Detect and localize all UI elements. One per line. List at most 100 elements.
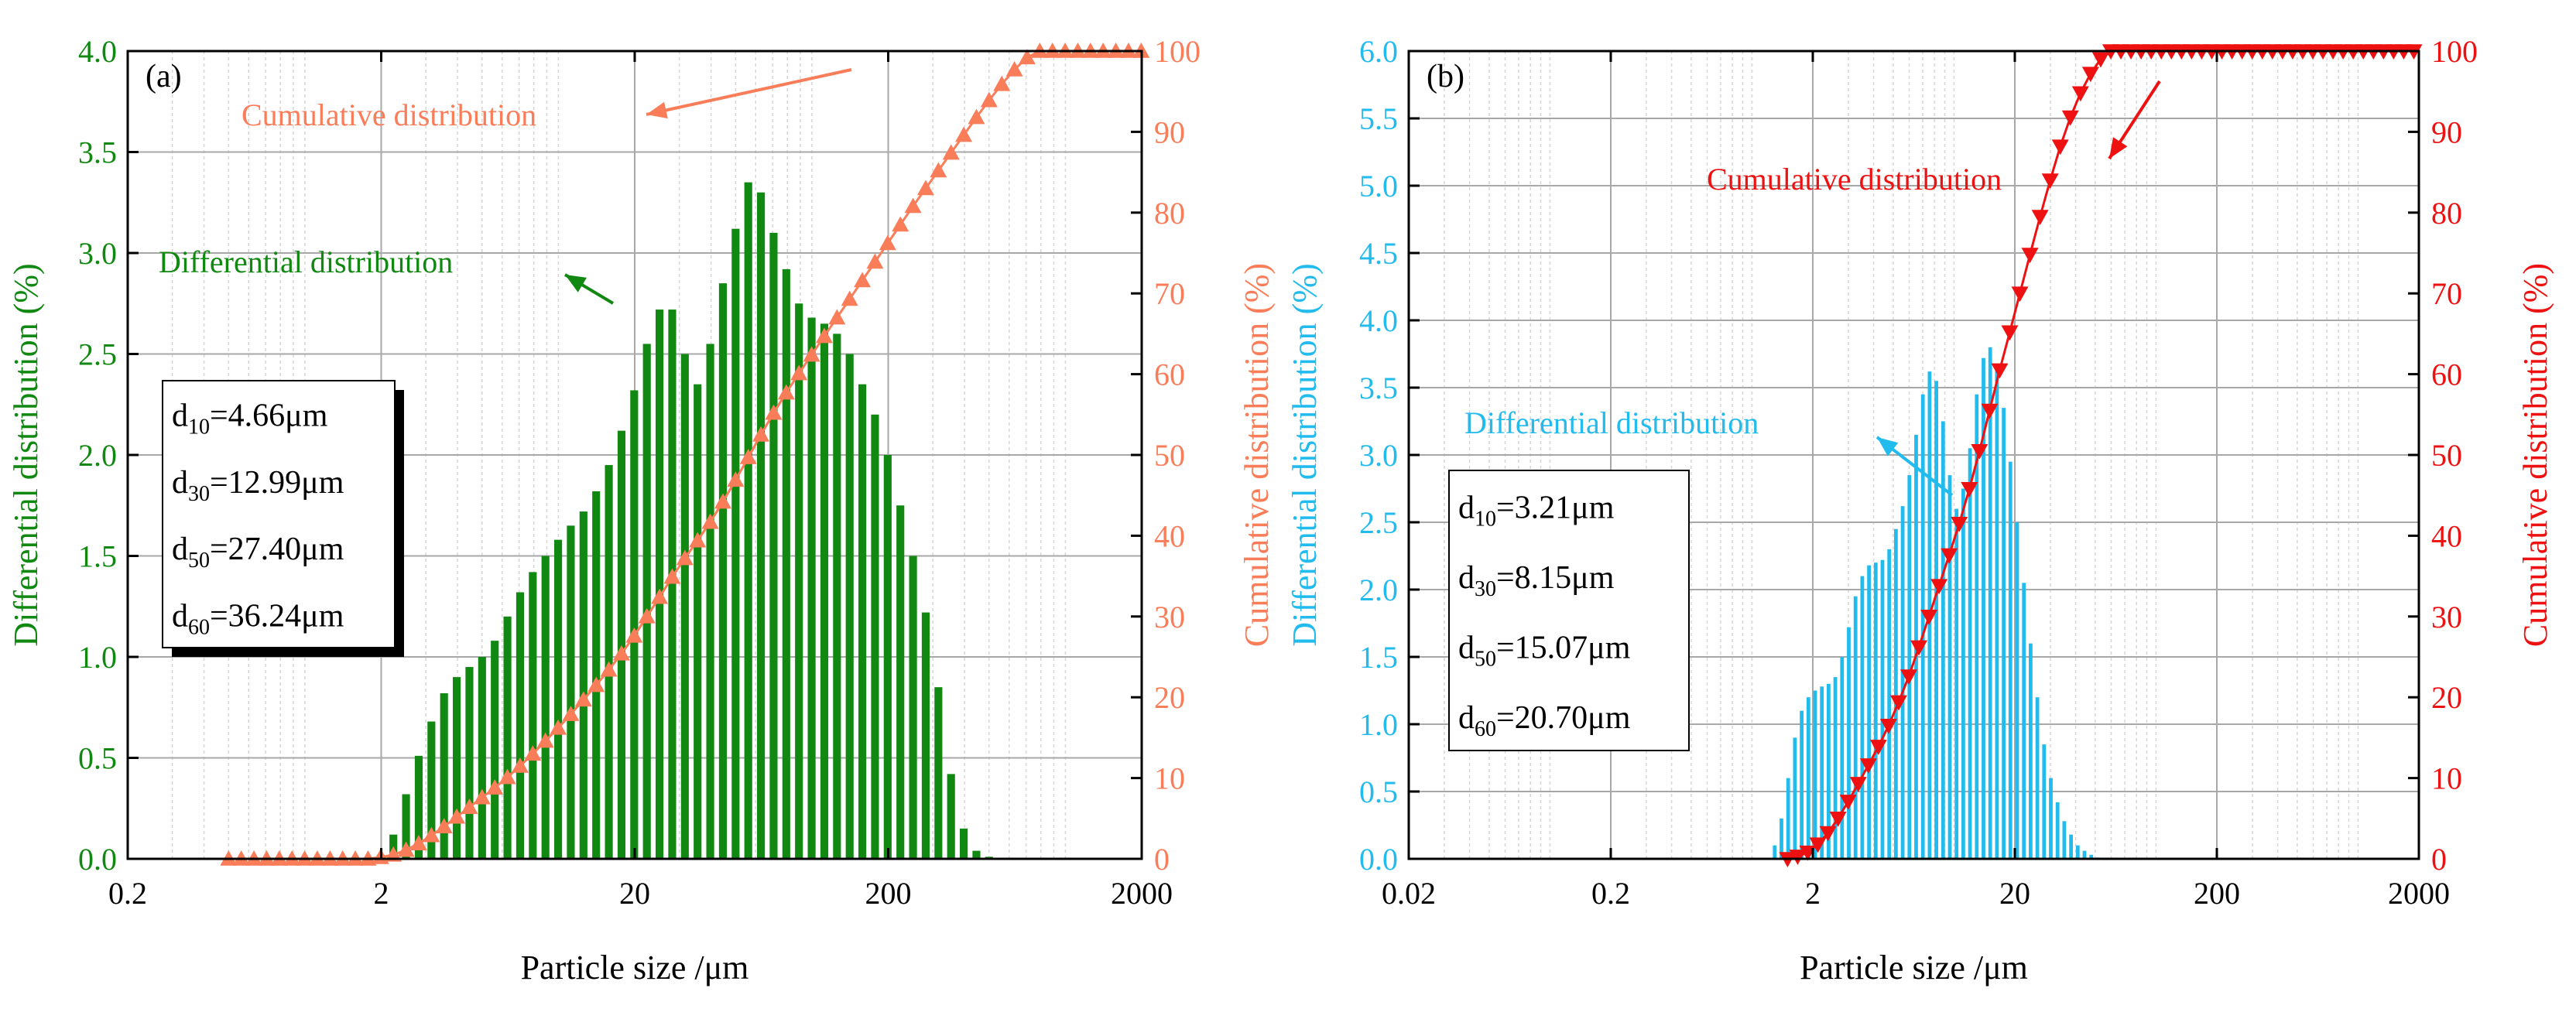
a-differential-bar <box>478 657 486 859</box>
a-cumulative-marker <box>409 835 427 850</box>
a-cumulative-marker <box>1018 49 1036 65</box>
b-differential-bar <box>2082 850 2087 859</box>
a-differential-bar <box>731 228 740 859</box>
b-right-y-tick-label: 50 <box>2431 438 2462 473</box>
b-stats-line: d30=8.15μm <box>1458 560 1615 601</box>
a-cumulative-marker <box>550 719 567 735</box>
a-left-y-tick-label: 3.5 <box>78 135 117 170</box>
a-right-y-tick-label: 70 <box>1154 276 1185 311</box>
b-differential-bar <box>2062 821 2067 859</box>
a-differential-bar <box>592 491 601 859</box>
b-differential-bar <box>1894 528 1898 859</box>
b-differential-bar <box>1847 627 1851 859</box>
a-cumulative-marker <box>803 346 820 362</box>
a-differential-bar <box>465 667 474 859</box>
b-right-y-tick-label: 10 <box>2431 761 2462 796</box>
a-differential-bar <box>414 755 423 859</box>
a-stats-line: d10=4.66μm <box>172 398 328 439</box>
a-right-y-tick-label: 40 <box>1154 518 1185 553</box>
panel-a-differential-annotation-text: Differential distribution <box>159 244 453 279</box>
panel-a-cumulative-annotation-text: Cumulative distribution <box>242 97 536 132</box>
a-cumulative-marker <box>904 197 922 214</box>
b-differential-bar <box>1820 686 1824 859</box>
panel-a-left-axis-title: Differential distribution (%) <box>7 263 45 646</box>
b-differential-bar <box>2069 834 2073 859</box>
panel-b-label: (b) <box>1427 59 1464 94</box>
a-cumulative-marker <box>916 180 934 196</box>
b-right-y-tick-label: 100 <box>2431 34 2478 69</box>
b-cumulative-marker <box>1789 850 1807 865</box>
b-left-y-tick-label: 0.0 <box>1359 842 1398 877</box>
b-differential-bar <box>2008 461 2012 859</box>
b-cumulative-marker <box>1961 482 1978 498</box>
b-cumulative-marker <box>1930 579 1948 595</box>
b-cumulative-marker <box>1899 669 1917 686</box>
b-differential-bar <box>2035 697 2040 859</box>
panel-b-chart: 0.02 0.2 2 20 200 20000.00.51.01.52.02.53.03.… <box>1286 34 2554 987</box>
b-annotation-arrowhead <box>1877 437 1899 456</box>
a-cumulative-marker <box>397 841 415 857</box>
b-differential-bar <box>1793 737 1797 859</box>
a-cumulative-marker <box>815 327 833 344</box>
b-cumulative-marker <box>1910 640 1928 656</box>
b-differential-bar <box>1880 559 1885 859</box>
b-x-tick-label: 20 <box>1999 876 2030 911</box>
a-cumulative-marker <box>866 253 884 269</box>
a-differential-bar <box>972 850 981 859</box>
b-differential-bar <box>1947 475 1952 859</box>
b-cumulative-marker <box>2011 286 2029 303</box>
a-differential-bar <box>516 592 525 859</box>
a-cumulative-marker <box>435 818 453 834</box>
b-stats-line: d60=20.70μm <box>1458 700 1631 741</box>
a-cumulative-marker <box>777 384 795 400</box>
panel-b-x-axis-title: Particle size /μm <box>1800 949 2028 987</box>
b-differential-bar <box>1833 677 1838 859</box>
b-cumulative-marker <box>2031 210 2049 226</box>
b-right-y-tick-label: 80 <box>2431 196 2462 231</box>
a-differential-bar <box>402 794 410 859</box>
b-annotation-arrowhead <box>2109 137 2128 159</box>
a-annotation-arrowhead <box>646 101 668 119</box>
a-right-y-tick-label: 0 <box>1154 842 1170 877</box>
a-differential-bar <box>427 721 436 859</box>
b-differential-bar <box>2049 778 2053 859</box>
a-differential-bar <box>680 354 689 859</box>
b-right-y-tick-label: 90 <box>2431 115 2462 149</box>
b-differential-bar <box>1954 508 1959 859</box>
a-cumulative-marker <box>930 162 947 178</box>
b-left-y-tick-label: 0.5 <box>1359 775 1398 809</box>
b-left-y-tick-label: 2.0 <box>1359 573 1398 607</box>
a-cumulative-marker <box>461 798 478 814</box>
a-left-y-tick-label: 0.0 <box>78 842 117 877</box>
a-cumulative-marker <box>536 732 554 748</box>
a-differential-bar <box>694 384 702 859</box>
b-right-y-tick-label: 20 <box>2431 680 2462 715</box>
a-x-tick-label: 0.2 <box>108 876 147 911</box>
b-cumulative-marker <box>2051 139 2069 156</box>
a-cumulative-marker <box>968 108 985 125</box>
b-differential-bar <box>1867 565 1871 859</box>
panel-b-cumulative-annotation-text: Cumulative distribution <box>1707 162 2002 197</box>
b-differential-bar <box>1934 381 1938 859</box>
a-differential-bar <box>668 309 677 860</box>
a-differential-bar <box>553 539 563 859</box>
b-differential-bar <box>2042 744 2047 859</box>
a-left-y-tick-label: 4.0 <box>78 34 117 69</box>
b-right-y-tick-label: 70 <box>2431 276 2462 311</box>
b-differential-bar <box>1827 683 1831 859</box>
panel-a-stats-box: d10=4.66μm d30=12.99μm d50=27.40μm d60=36.2… <box>162 380 404 657</box>
b-differential-bar <box>1773 845 1777 859</box>
a-cumulative-marker <box>879 234 896 251</box>
panel-a-chart: 0.2 2 20 200 20000.00.51.01.52.02.53.03.54.0… <box>7 34 1276 987</box>
b-differential-bar <box>2015 522 2019 859</box>
a-right-y-tick-label: 50 <box>1154 438 1185 473</box>
a-stats-line: d50=27.40μm <box>172 532 344 573</box>
a-cumulative-marker <box>574 691 592 707</box>
a-differential-bar <box>883 455 892 859</box>
a-differential-bar <box>642 344 651 859</box>
b-differential-bar <box>1975 394 1979 859</box>
a-differential-bar <box>744 182 752 859</box>
panel-a-label: (a) <box>146 59 182 94</box>
b-stats-line: d50=15.07μm <box>1458 631 1631 672</box>
a-x-tick-label: 200 <box>865 876 912 911</box>
